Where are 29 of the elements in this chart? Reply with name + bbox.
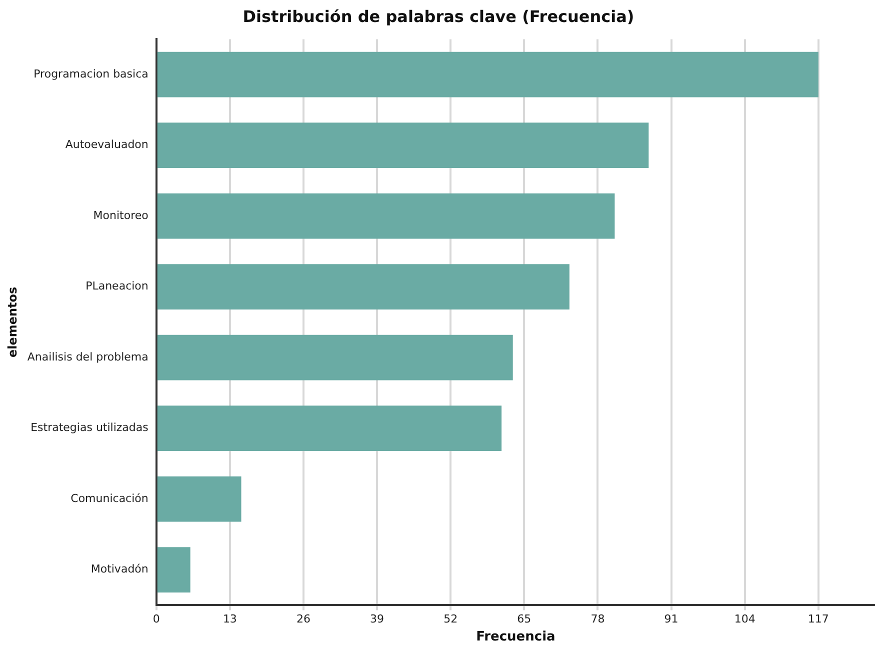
- bar: [157, 52, 818, 98]
- x-tick-label: 78: [590, 612, 605, 626]
- y-tick-label: Motivadón: [90, 562, 148, 576]
- y-tick-label: Programacion basica: [34, 67, 148, 80]
- x-axis-title: Frecuencia: [476, 630, 556, 645]
- x-tick-label: 65: [517, 612, 532, 626]
- x-tick-label: 117: [808, 612, 829, 626]
- chart-title: Distribución de palabras clave (Frecuencia): [242, 6, 634, 26]
- y-axis-title: elementos: [5, 286, 20, 358]
- x-tick-label: 39: [370, 612, 384, 626]
- x-tick-label: 104: [734, 612, 756, 626]
- y-tick-label: Monitoreo: [93, 208, 149, 222]
- bar: [157, 334, 513, 380]
- y-tick-label: Autoevaluadon: [65, 138, 148, 152]
- bar: [157, 406, 502, 451]
- y-tick-label: Anailisis del problema: [27, 350, 148, 364]
- bar: [157, 264, 570, 310]
- x-tick-label: 0: [152, 612, 160, 626]
- x-tick-label: 52: [444, 612, 458, 626]
- bar: [157, 193, 615, 239]
- y-tick-label: Estrategias utilizadas: [30, 421, 149, 434]
- x-tick-label: 13: [222, 612, 237, 626]
- bar: [157, 122, 649, 168]
- bar: [157, 476, 242, 522]
- y-tick-label: PLaneacion: [86, 280, 148, 293]
- y-tick-label: Comunicación: [70, 492, 148, 505]
- x-tick-label: 26: [296, 612, 310, 626]
- bar: [157, 547, 190, 592]
- x-tick-label: 91: [664, 612, 678, 626]
